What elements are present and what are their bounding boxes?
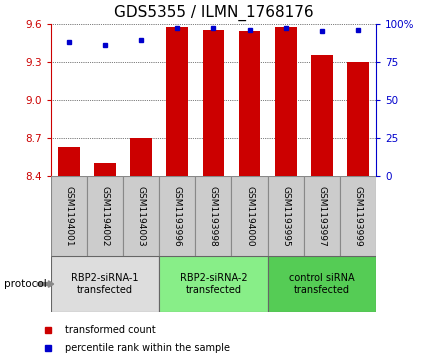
Bar: [94, 163, 116, 176]
Bar: [123, 176, 159, 256]
Bar: [304, 176, 340, 256]
Text: RBP2-siRNA-2
transfected: RBP2-siRNA-2 transfected: [180, 273, 247, 295]
Bar: [195, 176, 231, 256]
Bar: [239, 31, 260, 176]
Text: GSM1193998: GSM1193998: [209, 185, 218, 246]
Bar: [268, 176, 304, 256]
Text: GSM1194000: GSM1194000: [245, 185, 254, 246]
Text: GSM1194002: GSM1194002: [100, 186, 110, 246]
Bar: [202, 30, 224, 176]
Text: GSM1194003: GSM1194003: [136, 185, 146, 246]
Text: GSM1193996: GSM1193996: [173, 185, 182, 246]
Bar: [159, 256, 268, 312]
Text: transformed count: transformed count: [65, 325, 156, 335]
Text: GSM1193999: GSM1193999: [354, 185, 363, 246]
Text: GSM1193995: GSM1193995: [281, 185, 290, 246]
Text: control siRNA
transfected: control siRNA transfected: [289, 273, 355, 295]
Text: GSM1194001: GSM1194001: [64, 185, 73, 246]
Text: RBP2-siRNA-1
transfected: RBP2-siRNA-1 transfected: [71, 273, 139, 295]
Bar: [130, 138, 152, 176]
Bar: [231, 176, 268, 256]
Bar: [166, 27, 188, 176]
Bar: [275, 27, 297, 176]
Bar: [268, 256, 376, 312]
Bar: [87, 176, 123, 256]
Bar: [51, 256, 159, 312]
Bar: [347, 62, 369, 176]
Bar: [311, 56, 333, 176]
Bar: [58, 147, 80, 176]
Bar: [159, 176, 195, 256]
Text: GSM1193997: GSM1193997: [317, 185, 326, 246]
Bar: [340, 176, 376, 256]
Bar: [51, 176, 87, 256]
Text: protocol: protocol: [4, 279, 47, 289]
Title: GDS5355 / ILMN_1768176: GDS5355 / ILMN_1768176: [114, 5, 313, 21]
Text: percentile rank within the sample: percentile rank within the sample: [65, 343, 230, 353]
